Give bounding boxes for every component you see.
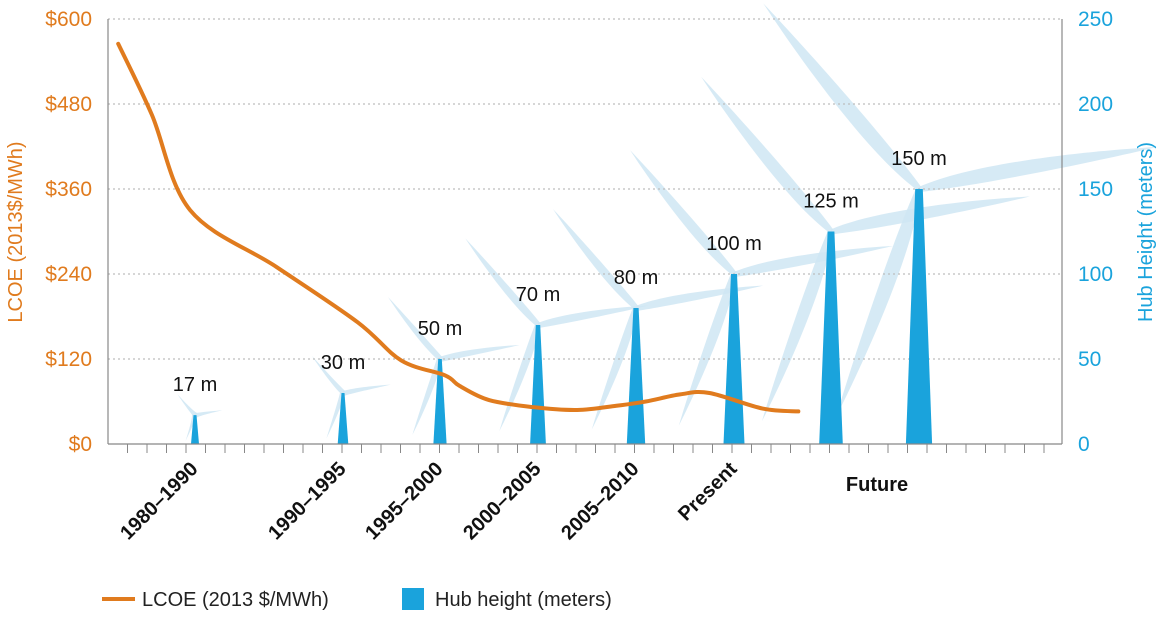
left-tick-label: $480: [45, 93, 92, 116]
turbine-blade: [388, 297, 443, 361]
turbine-blade: [761, 230, 833, 422]
hub-height-bar: [626, 308, 646, 444]
hub-height-bar: [433, 359, 447, 444]
hub-height-label: 30 m: [321, 352, 365, 374]
turbine-blade: [701, 76, 834, 233]
turbine-blade: [342, 384, 391, 396]
hub-height-label: 17 m: [173, 374, 217, 396]
x-category-label: 1980–1990: [116, 458, 202, 544]
x-category-label: Present: [674, 458, 742, 526]
turbine-blade: [194, 410, 223, 419]
lcoe-line: [116, 41, 801, 414]
turbine-blade: [552, 209, 639, 310]
labels: $0 $120 $240 $360 $480 $600 0 50 100 150 200 250 17 …: [45, 8, 1113, 544]
x-category-label: 2005–2010: [557, 458, 643, 544]
turbine-blade: [733, 245, 894, 277]
hub-height-bar: [819, 231, 843, 444]
axes: [107, 19, 1063, 453]
turbine-blade: [311, 355, 346, 395]
right-tick-label: 200: [1078, 93, 1113, 116]
left-tick-label: $240: [45, 263, 92, 286]
turbine-rotor-icon: [311, 355, 391, 439]
right-tick-label: 250: [1078, 8, 1113, 31]
legend-hub-label: Hub height (meters): [435, 589, 612, 611]
turbine-illustrations: [177, 3, 1158, 441]
left-tick-label: $120: [45, 348, 92, 371]
turbine-rotor-icon: [701, 76, 1030, 422]
turbine-blade: [465, 238, 541, 327]
right-tick-label: 100: [1078, 263, 1113, 286]
hub-height-label: 70 m: [516, 284, 560, 306]
lcoe-line-layer: [116, 41, 801, 414]
hub-height-label: 100 m: [706, 233, 762, 255]
legend: LCOE (2013 $/MWh) Hub height (meters): [102, 588, 612, 611]
turbine-rotor-icon: [552, 209, 764, 430]
turbine-blade: [836, 187, 921, 417]
hub-height-label: 80 m: [614, 267, 658, 289]
turbine-blade: [591, 306, 638, 430]
right-tick-label: 50: [1078, 348, 1101, 371]
turbine-blade: [918, 146, 1158, 192]
gridlines: [108, 18, 1062, 360]
turbine-blade: [763, 3, 922, 191]
turbine-blade: [177, 394, 198, 417]
turbine-rotor-icon: [388, 297, 520, 435]
hub-height-bars: [191, 189, 933, 444]
turbine-blade: [537, 305, 650, 328]
hub-height-label: 125 m: [803, 191, 859, 213]
turbine-blade: [678, 272, 736, 426]
left-tick-label: $360: [45, 178, 92, 201]
turbine-blade: [412, 357, 442, 435]
right-axis-title: Hub Height (meters): [1135, 142, 1157, 322]
left-tick-label: $600: [45, 8, 92, 31]
left-axis-title: LCOE (2013$/MWh): [5, 141, 27, 322]
hub-height-bar: [191, 415, 199, 444]
hub-height-label: 150 m: [891, 148, 947, 170]
hub-height-bar: [530, 325, 546, 444]
turbine-blade: [439, 344, 520, 362]
turbine-rotor-icon: [763, 3, 1158, 417]
x-category-label: 1995–2000: [361, 458, 447, 544]
turbine-blade: [326, 391, 345, 439]
x-category-label: Future: [846, 474, 908, 496]
turbine-rotor-icon: [630, 150, 894, 426]
left-tick-label: $0: [69, 433, 92, 456]
turbine-blade: [630, 150, 737, 276]
x-category-label: 2000–2005: [459, 458, 545, 544]
legend-hub-swatch: [402, 588, 424, 610]
right-tick-label: 150: [1078, 178, 1113, 201]
x-category-label: 1990–1995: [264, 458, 350, 544]
hub-height-bar: [905, 189, 933, 444]
hub-height-bar: [337, 393, 349, 444]
legend-lcoe-label: LCOE (2013 $/MWh): [142, 589, 329, 611]
right-tick-label: 0: [1078, 433, 1090, 456]
hub-height-label: 50 m: [418, 318, 462, 340]
turbine-blade: [830, 196, 1030, 235]
